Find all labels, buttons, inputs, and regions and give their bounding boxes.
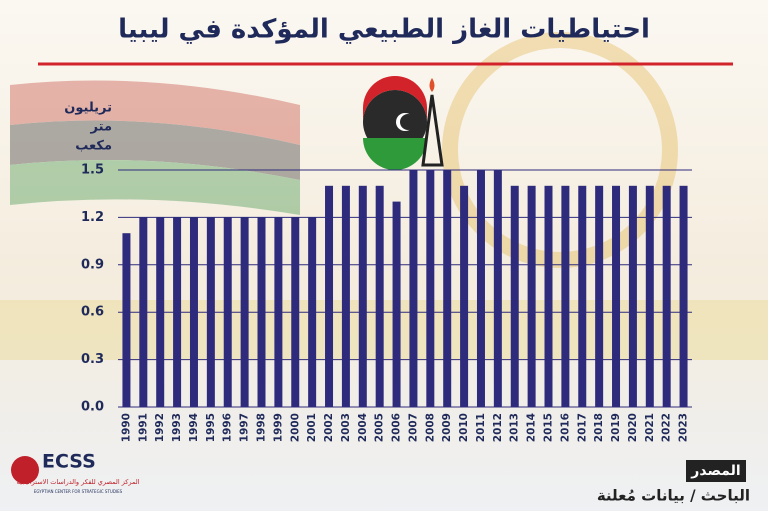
- x-tick-label: 1994: [188, 413, 200, 442]
- bar: [443, 170, 452, 407]
- bar: [308, 217, 317, 407]
- bar: [392, 201, 401, 407]
- bar: [358, 185, 367, 407]
- source: الباحث / بيانات مُعلنة: [597, 487, 750, 505]
- x-tick-label: 2004: [357, 413, 369, 442]
- x-tick-label: 2016: [559, 413, 571, 442]
- x-tick-label: 2014: [526, 413, 538, 442]
- x-tick-label: 1991: [137, 413, 149, 442]
- x-tick-label: 2010: [458, 413, 470, 442]
- x-tick-label: 2006: [391, 413, 403, 442]
- logo-arabic: المركز المصري للفكر والدراسات الاستراتيج…: [16, 478, 139, 486]
- bar: [645, 185, 654, 407]
- x-tick-label: 2003: [340, 413, 352, 442]
- y-axis-label: مكعب: [75, 139, 112, 154]
- chart-title: احتياطيات الغاز الطبيعي المؤكدة في ليبيا: [118, 15, 650, 45]
- bar: [156, 217, 165, 407]
- bar: [578, 185, 587, 407]
- y-tick-label: 0.6: [81, 305, 104, 320]
- y-tick-label: 1.2: [81, 210, 104, 225]
- bar: [173, 217, 182, 407]
- x-tick-label: 2017: [576, 413, 588, 442]
- x-tick-label: 2012: [492, 413, 504, 442]
- y-tick-label: 1.5: [81, 163, 104, 178]
- bar: [409, 170, 418, 407]
- x-tick-label: 1996: [222, 413, 234, 442]
- x-tick-label: 2000: [289, 413, 301, 442]
- bar: [426, 170, 435, 407]
- logo: ECSS المركز المصري للفكر والدراسات الاست…: [11, 451, 140, 494]
- y-axis-label: متر: [90, 120, 112, 135]
- x-tick-label: 2013: [509, 413, 521, 442]
- y-axis-label: تريليون: [64, 101, 112, 116]
- bar: [628, 185, 637, 407]
- x-tick-label: 2021: [644, 413, 656, 442]
- logo-name: ECSS: [42, 451, 96, 473]
- x-tick-label: 2001: [306, 413, 318, 442]
- x-tick-label: 2015: [543, 413, 555, 442]
- bar: [274, 217, 283, 407]
- y-tick-label: 0.3: [81, 352, 104, 367]
- bar: [493, 170, 502, 407]
- y-tick-label: 0.0: [81, 400, 104, 415]
- bar: [612, 185, 621, 407]
- x-tick-label: 2005: [374, 413, 386, 442]
- bar: [527, 185, 536, 407]
- bar: [122, 233, 131, 407]
- libya-emblem: [363, 76, 444, 170]
- bar: [257, 217, 266, 407]
- source-label: المصدر: [690, 463, 740, 479]
- x-tick-label: 2011: [475, 413, 487, 442]
- x-tick-label: 1992: [154, 413, 166, 442]
- x-tick-label: 1999: [272, 413, 284, 442]
- bar: [595, 185, 604, 407]
- x-tick-label: 1998: [256, 413, 268, 442]
- bar: [460, 185, 469, 407]
- bar: [189, 217, 198, 407]
- x-tick-label: 1995: [205, 413, 217, 442]
- bar: [325, 185, 334, 407]
- x-tick-label: 1990: [120, 413, 132, 442]
- x-tick-label: 2018: [593, 413, 605, 442]
- bar: [341, 185, 350, 407]
- bar: [291, 217, 300, 407]
- bar: [139, 217, 148, 407]
- x-tick-label: 2007: [407, 413, 419, 442]
- x-tick-label: 2020: [627, 413, 639, 442]
- x-tick-label: 1993: [171, 413, 183, 442]
- x-tick-label: 2002: [323, 413, 335, 442]
- x-tick-label: 2008: [424, 413, 436, 442]
- x-tick-label: 2009: [441, 413, 453, 442]
- bar: [544, 185, 553, 407]
- x-tick-label: 2023: [678, 413, 690, 442]
- logo-english: EGYPTIAN CENTER FOR STRATEGIC STUDIES: [34, 489, 123, 494]
- bar: [240, 217, 249, 407]
- x-tick-label: 2022: [661, 413, 673, 442]
- source-badge: [686, 460, 746, 482]
- bar: [679, 185, 688, 407]
- bar: [561, 185, 570, 407]
- x-tick-label: 2019: [610, 413, 622, 442]
- bar: [375, 185, 384, 407]
- x-tick-label: 1997: [239, 413, 251, 442]
- bar: [206, 217, 215, 407]
- bar: [662, 185, 671, 407]
- y-tick-label: 0.9: [81, 257, 104, 272]
- bar: [223, 217, 232, 407]
- bar: [476, 170, 485, 407]
- bar: [510, 185, 519, 407]
